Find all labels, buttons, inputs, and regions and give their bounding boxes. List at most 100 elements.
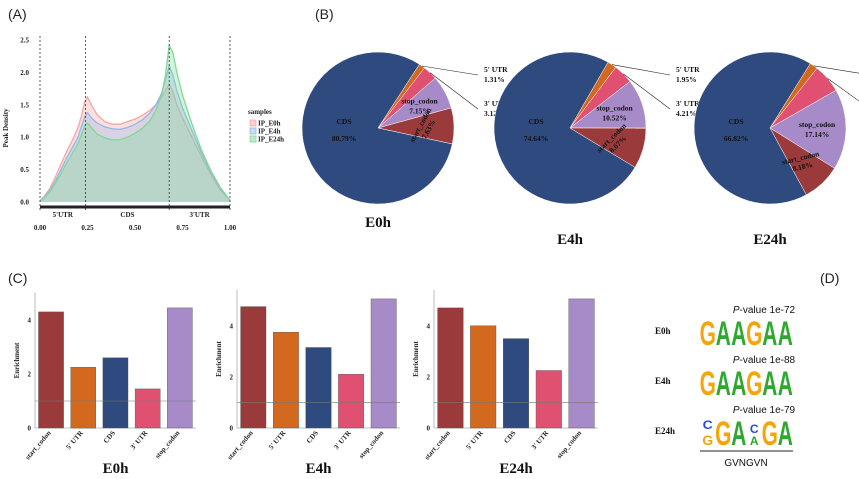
motif-letter-A: A xyxy=(716,314,731,353)
x-tick-label: 3' UTR xyxy=(129,428,150,451)
pie-value-cds: 66.82% xyxy=(724,134,748,143)
pie-label-cds: CDS xyxy=(336,117,351,126)
enrichment-bar-charts: 0 2 4 Enrichment start_codon 5' UTR CDS 3' UTR s… xyxy=(13,290,598,477)
motif-letter-G: G xyxy=(700,364,716,403)
motif-pvalue: P-value 1e-88 xyxy=(733,355,796,366)
y-tick-label: 4 xyxy=(28,317,32,325)
y-tick-label: 0.0 xyxy=(20,199,29,207)
bar-3' UTR xyxy=(338,374,364,429)
pie-slice-CDS xyxy=(301,51,453,205)
x-tick-label: stop_codon xyxy=(555,429,583,460)
motif-letter-G: G xyxy=(702,432,713,448)
legend-entry: IP_E0h xyxy=(258,120,281,128)
bar-chart-E4h: 0 2 4 Enrichment start_codon 5' UTR CDS 3' UTR s… xyxy=(215,290,400,477)
pie-E4h: CDS74.64%stop_codon10.52%start_codon8.67… xyxy=(493,51,700,248)
y-tick-label: 4 xyxy=(427,322,431,330)
y-axis-label: Enrichment xyxy=(215,340,223,376)
bar-5' UTR xyxy=(470,325,497,429)
pie-value-cds: 80.79% xyxy=(332,134,356,143)
motif-letter-A: A xyxy=(778,364,793,403)
y-tick-label: 0.5 xyxy=(20,166,29,174)
y-tick-label: 2 xyxy=(427,373,431,381)
bar-stop_codon xyxy=(568,298,595,429)
legend-swatch xyxy=(249,127,257,135)
pie-value-outside: 1.31% xyxy=(484,75,505,84)
motif-letter-C: C xyxy=(703,418,714,432)
pie-value-outside: 4.21% xyxy=(676,109,697,118)
pie-value-cds: 74.64% xyxy=(524,134,548,143)
bar-start_codon xyxy=(437,307,464,429)
x-tick-label: 5' UTR xyxy=(267,428,288,451)
bar-stop_codon xyxy=(370,298,397,429)
p-italic: P xyxy=(733,355,740,366)
metagene-x-ticks: 0.00 0.25 0.50 0.75 1.00 xyxy=(34,224,237,232)
x-tick-label: start_codon xyxy=(226,429,255,461)
motif-letter-A: A xyxy=(731,414,746,453)
p-number: 1e-79 xyxy=(770,405,796,416)
bar-CDS xyxy=(305,347,332,429)
legend-swatch xyxy=(249,135,257,143)
metagene-region-lines xyxy=(39,36,231,212)
p-italic: P xyxy=(733,405,740,416)
pie-slice-stop_codon xyxy=(769,89,847,169)
pie-label-stop: stop_codon xyxy=(401,97,438,106)
bar-3' UTR xyxy=(535,370,562,429)
pie-slice-CDS xyxy=(493,51,636,205)
p-suffix: -value xyxy=(740,405,770,416)
leader-line xyxy=(813,65,859,74)
region-label: 3'UTR xyxy=(189,211,210,219)
motif-letter-G: G xyxy=(746,364,762,403)
motif-row-label: E24h xyxy=(655,426,675,436)
motif-letter-A: A xyxy=(731,314,746,353)
bar-chart-title: E4h xyxy=(306,461,333,477)
p-suffix: -value xyxy=(740,305,770,316)
y-tick-label: 0 xyxy=(28,425,32,433)
leader-line xyxy=(827,78,859,102)
bar-CDS xyxy=(503,338,530,429)
panel-label-b: (B) xyxy=(315,6,334,22)
bar-chart-E24h: 0 2 4 Enrichment start_codon 5' UTR CDS 3' UTR s… xyxy=(412,290,598,477)
bar-CDS xyxy=(102,357,129,429)
panel-label-d: (D) xyxy=(820,270,839,286)
bar-chart-title: E0h xyxy=(103,461,130,477)
bar-stop_codon xyxy=(167,307,193,429)
x-tick-label: start_codon xyxy=(423,429,452,461)
p-italic: P xyxy=(733,305,740,316)
leader-line xyxy=(623,73,671,110)
leader-line xyxy=(421,65,479,76)
p-suffix: -value xyxy=(740,355,770,366)
y-tick-label: 2.5 xyxy=(20,37,29,45)
line-IP_E24h xyxy=(39,42,231,202)
x-tick-label: 0.25 xyxy=(81,224,94,232)
pie-label-outside: 5' UTR xyxy=(676,65,700,74)
motif-letter-A: A xyxy=(778,314,793,353)
x-tick-label: 5' UTR xyxy=(464,428,485,451)
metagene-region-bar: 5'UTR CDS 3'UTR xyxy=(40,205,230,219)
y-tick-label: 2 xyxy=(230,373,234,381)
x-tick-label: 0.75 xyxy=(176,224,189,232)
motif-row-label: E0h xyxy=(655,326,671,336)
consensus-sequence: GVNGVN xyxy=(724,458,767,469)
pie-E0h: CDS80.79%stop_codon7.15%start_codon7.63%… xyxy=(301,51,508,231)
pie-label-outside: 3' UTR xyxy=(484,99,508,108)
y-tick-label: 1.5 xyxy=(20,101,29,109)
motif-letter-G: G xyxy=(700,314,716,353)
motif-letter-A: A xyxy=(731,364,746,403)
pie-value-outside: 3.12% xyxy=(484,109,505,118)
p-number: 1e-72 xyxy=(770,305,796,316)
motif-letter-A: A xyxy=(762,364,777,403)
motif-pvalue: P-value 1e-79 xyxy=(733,405,796,416)
area-IP_E24h xyxy=(40,45,230,203)
x-tick-label: CDS xyxy=(502,429,517,445)
pie-charts: CDS80.79%stop_codon7.15%start_codon7.63%… xyxy=(301,51,859,248)
motif-pvalue: P-value 1e-72 xyxy=(733,305,796,316)
pie-value-stop: 17.14% xyxy=(805,130,829,139)
bar-5' UTR xyxy=(70,367,96,429)
pie-title: E4h xyxy=(557,232,584,248)
x-tick-label: 5' UTR xyxy=(65,428,86,451)
